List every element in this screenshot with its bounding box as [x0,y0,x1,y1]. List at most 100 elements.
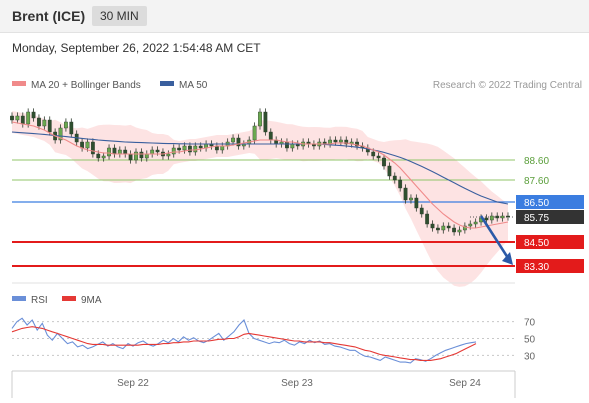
candle [452,227,456,233]
candle [10,115,14,121]
candle [495,215,500,219]
level-tag-label: 83.30 [524,262,549,273]
candle [31,111,36,119]
candle [15,115,20,121]
candle [462,225,467,231]
level-tag-bg [516,195,584,209]
candle [382,157,386,167]
legend-9ma-label: 9MA [81,295,102,306]
candle [425,213,430,225]
legend-swatch-rsi [12,296,26,301]
candle [144,153,149,159]
candle [90,141,95,155]
candle [473,221,478,225]
legend-swatch-9ma [62,296,76,301]
ma50-line [11,131,509,205]
credit-text: Research © 2022 Trading Central [433,80,582,91]
level-tag-label: 86.50 [524,198,549,209]
legend-swatch-ma50 [160,81,174,86]
candle [441,225,446,231]
level-tag-label: 84.50 [524,238,549,249]
candle [198,145,203,149]
level-tag-bg [516,210,584,224]
candle [128,153,133,161]
candle [193,145,198,153]
candle [489,215,494,221]
x-tick-label: Sep 22 [117,378,149,389]
rsi-tick-label: 50 [524,335,536,346]
candle [468,223,473,227]
candle [42,119,47,127]
rsi-9ma-line [11,326,477,361]
candle [376,155,381,159]
instrument-title: Brent (ICE) [12,8,86,24]
level-tag-bg [516,235,584,249]
x-tick-label: Sep 24 [449,378,481,389]
candle [69,121,74,135]
candle [414,197,419,209]
candle [258,111,262,127]
candle [419,207,424,215]
timeframe-badge[interactable]: 30 MIN [92,6,147,26]
candle [436,227,440,231]
candle [403,187,408,201]
candle [47,119,52,133]
candle [285,141,289,149]
bollinger-band [12,111,508,287]
candle [387,165,392,177]
level-tag-label: 88.60 [524,156,549,167]
candle [171,147,176,155]
candle [268,131,273,141]
chart-header: Brent (ICE) 30 MIN [0,0,589,33]
candle [398,179,403,189]
candle [371,151,376,157]
candle [123,149,128,155]
legend-swatch-ma20 [12,81,26,86]
candle [177,147,182,151]
level-tag-bg [516,259,584,273]
forecast-arrow-head [502,252,513,265]
candle [338,139,343,143]
candle [500,215,505,219]
candle [484,217,489,221]
legend-ma50-label: MA 50 [179,80,208,91]
rsi-tick-label: 30 [524,351,536,362]
candle [101,155,106,159]
candle [457,229,462,233]
level-tag-label: 85.75 [524,213,549,224]
candle [20,115,25,125]
level-tag-label: 87.60 [524,176,549,187]
legend-ma20-label: MA 20 + Bollinger Bands [31,80,141,91]
candle [506,215,510,218]
x-tick-label: Sep 23 [281,378,313,389]
candle [166,153,171,157]
candle [188,145,192,153]
rsi-panel: 70 50 30 [11,317,536,364]
candle [64,121,68,129]
candle [58,127,63,141]
rsi-tick-label: 70 [524,318,536,329]
candle [236,137,241,147]
legend-rsi-label: RSI [31,295,48,306]
candle [96,153,101,159]
candle [446,225,451,229]
candle [155,149,160,153]
candle [26,111,31,125]
candle [220,145,225,151]
candle [182,145,187,151]
candle [263,111,268,133]
timestamp: Monday, September 26, 2022 1:54:48 AM CE… [12,41,261,55]
candle [409,197,413,201]
candle [85,141,90,149]
candle [231,137,235,143]
candle [290,143,295,149]
candle [150,149,155,155]
candle [333,139,338,143]
price-panel: 88.60 87.60 86.50 85.75 84.50 83.30 [10,108,584,287]
rsi-line [11,317,477,364]
candle [107,147,111,157]
forecast-arrow-shaft [479,215,510,259]
candle [392,175,397,181]
candle [355,141,359,147]
